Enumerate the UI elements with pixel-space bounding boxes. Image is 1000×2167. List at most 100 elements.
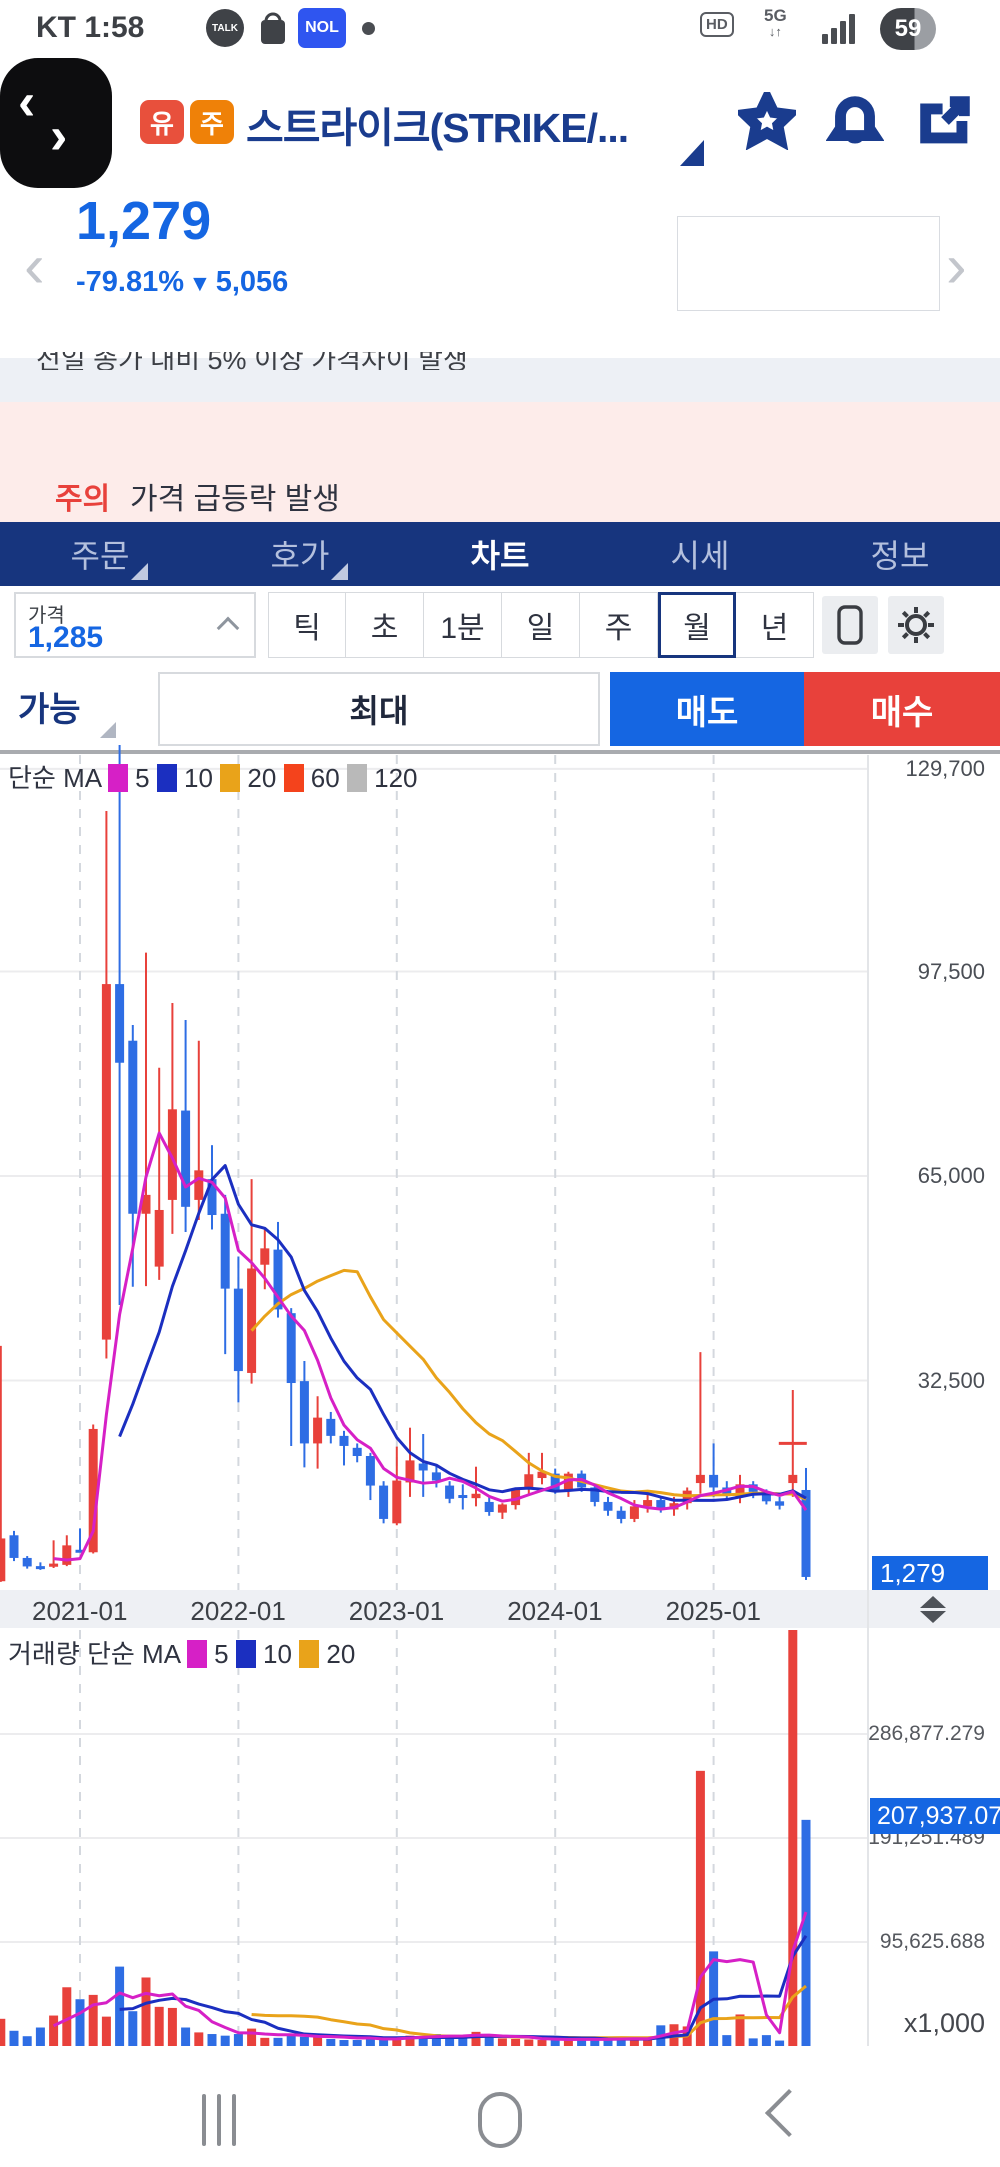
volume-ma5-line <box>52 1911 808 2041</box>
buy-button[interactable]: 매수 <box>804 672 1000 746</box>
volume-bar <box>458 2037 468 2046</box>
stock-header: 유 주 스트라이크(STRIKE/... <box>0 56 1000 190</box>
tab-주문[interactable]: 주문 <box>0 522 200 586</box>
candle-body <box>62 1545 72 1565</box>
candle-body <box>511 1489 521 1506</box>
candle-body <box>75 1549 85 1553</box>
chart-settings-button[interactable] <box>888 596 944 654</box>
volume-bar <box>537 2040 547 2046</box>
gear-icon <box>898 607 934 643</box>
next-stock-chevron[interactable]: › <box>946 232 967 301</box>
timeframe-초[interactable]: 초 <box>346 592 424 658</box>
tab-호가[interactable]: 호가 <box>200 522 400 586</box>
price-ma5-line <box>53 1131 808 1562</box>
available-dropdown[interactable]: 가능 <box>18 691 81 729</box>
notice-clip-window: 전일 종가 대비 5% 이상 가격차이 발생 <box>36 352 936 370</box>
nol-app-icon: NOL <box>298 8 346 48</box>
tab-label: 호가 <box>270 538 330 574</box>
home-button[interactable] <box>478 2092 522 2148</box>
volume-bar <box>207 2034 217 2046</box>
candle-body <box>748 1484 758 1492</box>
legend-label: 120 <box>366 763 418 793</box>
timeframe-일[interactable]: 일 <box>502 592 580 658</box>
tab-시세[interactable]: 시세 <box>600 522 800 586</box>
axis-resize-handle[interactable] <box>920 1596 946 1623</box>
timeframe-주[interactable]: 주 <box>580 592 658 658</box>
candle-body <box>497 1504 507 1513</box>
candle-body <box>326 1418 336 1436</box>
volume-bar <box>643 2038 653 2046</box>
tab-정보[interactable]: 정보 <box>800 522 1000 586</box>
volume-bar <box>88 1994 98 2046</box>
order-price-box[interactable]: 가격 1,285 <box>14 592 256 658</box>
candle-body <box>247 1268 257 1373</box>
legend-label: 60 <box>303 763 347 793</box>
tab-label: 차트 <box>470 538 530 574</box>
kakaotalk-icon: TALK <box>206 9 244 47</box>
star-icon[interactable] <box>738 92 796 150</box>
candle-body <box>115 984 125 1063</box>
volume-bar <box>115 1966 125 2046</box>
candle-body <box>563 1473 573 1491</box>
bell-icon[interactable] <box>826 92 884 150</box>
volume-bar <box>431 2034 441 2046</box>
5g-network-icon: 5G ↓↑ <box>764 6 787 39</box>
volume-bar <box>128 2011 138 2046</box>
candle-body <box>537 1471 547 1479</box>
title-dropdown-icon[interactable] <box>680 140 704 166</box>
candle-body <box>484 1501 494 1513</box>
volume-bar <box>761 2035 771 2046</box>
volume-bar <box>418 2036 428 2046</box>
volume-bar <box>194 2032 204 2046</box>
floating-back-handle[interactable]: ‹ › <box>0 58 112 188</box>
volume-bar <box>471 2031 481 2046</box>
notice-row-clipped[interactable] <box>0 358 1000 402</box>
candle-body <box>22 1557 32 1567</box>
candle-body <box>775 1501 785 1506</box>
candle-body <box>181 1110 191 1207</box>
volume-bar <box>35 2027 45 2046</box>
x-axis-year-label: 2024-01 <box>507 1596 603 1626</box>
x-axis-year-label: 2021-01 <box>32 1596 128 1626</box>
timeframe-월[interactable]: 월 <box>658 592 736 658</box>
volume-bar <box>735 2014 745 2046</box>
volume-bar <box>0 2018 6 2046</box>
prev-stock-chevron[interactable]: ‹ <box>24 232 45 301</box>
volume-bar <box>577 2038 587 2046</box>
sell-button[interactable]: 매도 <box>610 672 804 746</box>
share-icon[interactable] <box>916 92 974 150</box>
volume-bar <box>379 2038 389 2046</box>
legend-chip-10 <box>235 1640 256 1668</box>
candle-body <box>643 1500 653 1507</box>
change-amount: 5,056 <box>215 266 289 298</box>
legend-label: 20 <box>319 1639 356 1669</box>
volume-bar <box>629 2038 639 2046</box>
volume-bar <box>497 2038 507 2046</box>
sort-up-icon <box>920 1596 946 1608</box>
chart-style-button[interactable] <box>822 596 878 654</box>
price-axis-label: 32,500 <box>917 1367 985 1393</box>
caution-text: 가격 급등락 발생 <box>130 483 340 516</box>
current-price-badge: 1,279 <box>872 1556 988 1590</box>
candle-body <box>35 1566 45 1570</box>
recents-button[interactable] <box>202 2094 242 2146</box>
android-navbar <box>0 2060 1000 2167</box>
change-percent: -79.81% <box>76 266 185 298</box>
volume-bar <box>299 2036 309 2046</box>
timeframe-년[interactable]: 년 <box>736 592 814 658</box>
stock-title[interactable]: 스트라이크(STRIKE/... <box>246 105 629 151</box>
candle-body <box>313 1417 323 1444</box>
candle-body <box>352 1447 362 1457</box>
chevron-left-icon: ‹ <box>18 73 36 131</box>
quantity-max-box[interactable]: 최대 <box>158 672 600 746</box>
legend-label: 5 <box>127 763 157 793</box>
volume-bar <box>260 2037 270 2046</box>
timeframe-1분[interactable]: 1분 <box>424 592 502 658</box>
candle-body <box>49 1563 59 1567</box>
volume-bar <box>339 2040 349 2046</box>
notice-row-caution[interactable]: 주의 가격 급등락 발생 <box>0 402 1000 522</box>
tab-차트[interactable]: 차트 <box>400 522 600 586</box>
timeframe-틱[interactable]: 틱 <box>268 592 346 658</box>
tab-label: 시세 <box>670 538 730 574</box>
